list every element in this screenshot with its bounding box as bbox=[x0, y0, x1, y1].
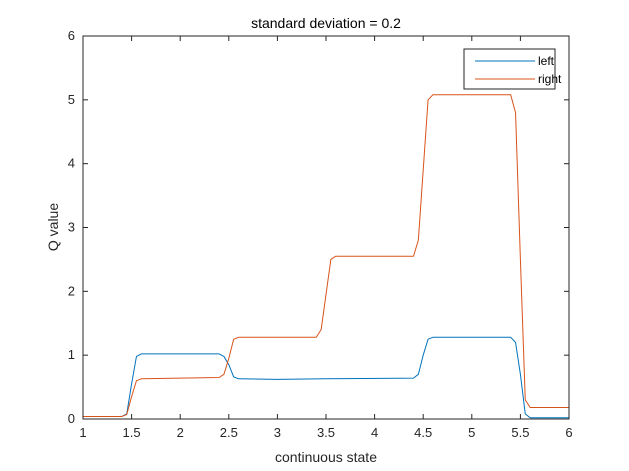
x-tick-label: 2 bbox=[177, 425, 184, 440]
y-tick-label: 3 bbox=[68, 220, 75, 235]
legend-box bbox=[463, 48, 556, 90]
y-tick-label: 4 bbox=[68, 156, 75, 171]
y-tick-label: 2 bbox=[68, 283, 75, 298]
x-tick-label: 5 bbox=[468, 425, 475, 440]
series-line-left bbox=[83, 336, 569, 419]
x-tick-label: 1.5 bbox=[123, 425, 141, 440]
y-axis-label: Q value bbox=[45, 203, 61, 251]
series-line-right bbox=[83, 94, 569, 417]
legend-label-right: right bbox=[538, 72, 562, 86]
y-tick-label: 6 bbox=[68, 28, 75, 43]
x-tick-label: 4 bbox=[371, 425, 378, 440]
y-tick-label: 1 bbox=[68, 347, 75, 362]
plot-area bbox=[83, 36, 569, 419]
legend-label-left: left bbox=[538, 54, 555, 68]
x-tick-label: 6 bbox=[565, 425, 572, 440]
x-axis-label: continuous state bbox=[275, 449, 377, 465]
y-ticks: 0 1 2 3 4 5 6 bbox=[68, 28, 569, 426]
y-tick-label: 0 bbox=[68, 411, 75, 426]
x-tick-label: 4.5 bbox=[414, 425, 432, 440]
chart-title: standard deviation = 0.2 bbox=[251, 15, 401, 31]
y-tick-label: 5 bbox=[68, 92, 75, 107]
x-tick-label: 5.5 bbox=[511, 425, 529, 440]
x-tick-label: 3 bbox=[274, 425, 281, 440]
x-ticks: 1 1.5 2 2.5 3 3.5 4 4.5 5 5.5 6 bbox=[79, 36, 573, 440]
x-tick-label: 1 bbox=[79, 425, 86, 440]
x-tick-label: 2.5 bbox=[220, 425, 238, 440]
x-tick-label: 3.5 bbox=[317, 425, 335, 440]
legend: left right bbox=[463, 48, 562, 90]
series-layer bbox=[83, 94, 569, 419]
